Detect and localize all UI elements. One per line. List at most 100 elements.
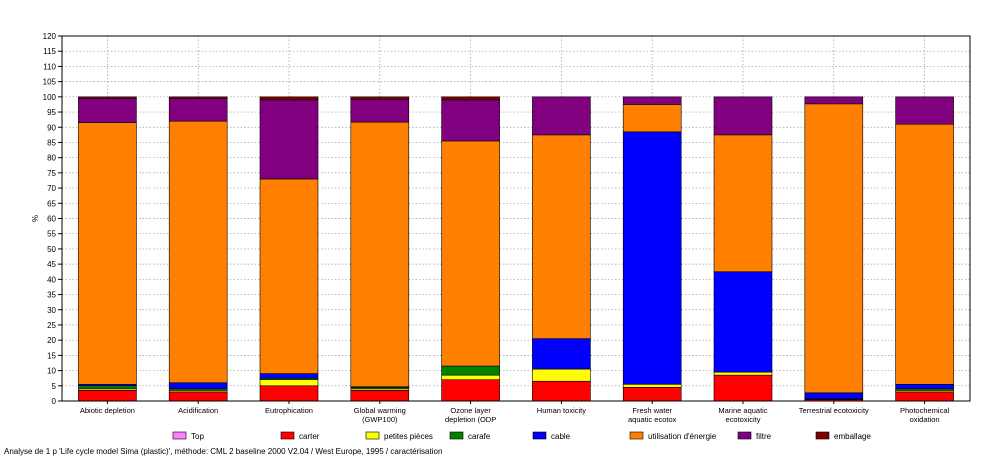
- bar-segment: [622, 383, 682, 388]
- bar-segment: [713, 134, 773, 273]
- y-tick-label: 65: [47, 199, 56, 208]
- x-category-label: depletion (ODP: [445, 415, 496, 424]
- bar-segment: [441, 379, 500, 402]
- y-tick-label: 90: [47, 123, 56, 132]
- y-tick-label: 115: [43, 47, 56, 56]
- bar-segment: [441, 96, 500, 101]
- bar-segment: [259, 99, 319, 180]
- x-category-label: Marine aquatic: [718, 406, 767, 415]
- x-category-label: Eutrophication: [265, 406, 313, 415]
- bar-segment: [622, 131, 682, 385]
- y-tick-label: 0: [52, 397, 57, 406]
- bars-layer: [78, 96, 954, 402]
- y-tick-label: 85: [47, 138, 56, 147]
- y-tick-label: 40: [47, 275, 56, 284]
- bar-segment: [441, 374, 500, 381]
- bar-segment: [350, 96, 410, 100]
- bar-segment: [259, 373, 319, 379]
- axis-layer: 0 5 10 15 20 25 30 35 40 45 50 55 60 65 70 75 80 85 90 95 10…: [31, 32, 971, 424]
- bar-segment: [168, 120, 228, 384]
- bar-segment: [895, 383, 954, 390]
- legend-label: carafe: [468, 432, 491, 441]
- y-tick-label: 15: [47, 351, 56, 360]
- bar-segment: [532, 96, 591, 136]
- x-category-label: Terrestrial ecotoxicity: [799, 406, 869, 415]
- bar-segment: [78, 96, 137, 99]
- bar-segment: [622, 387, 682, 402]
- legend-swatch: [815, 431, 830, 440]
- x-category-label: Acidification: [178, 406, 218, 415]
- x-category-label: oxidation: [910, 415, 940, 424]
- y-tick-label: 5: [52, 382, 57, 391]
- bar-segment: [532, 338, 591, 370]
- x-category-label: Ozone layer: [450, 406, 491, 415]
- bar-segment: [895, 123, 954, 385]
- legend-swatch: [280, 431, 295, 440]
- bar-segment: [78, 98, 137, 123]
- bar-segment: [168, 382, 228, 390]
- legend-swatch: [365, 431, 380, 440]
- bar-segment: [804, 96, 864, 105]
- legend-swatch: [172, 431, 187, 440]
- bar-segment: [895, 391, 954, 402]
- bar-segment: [532, 380, 591, 402]
- y-tick-label: 45: [47, 260, 56, 269]
- legend-label: filtre: [756, 432, 772, 441]
- legend-swatch: [629, 431, 644, 440]
- x-category-label: Fresh water: [632, 406, 672, 415]
- y-axis-label: %: [31, 215, 40, 222]
- y-tick-label: 70: [47, 184, 56, 193]
- bar-segment: [622, 96, 682, 105]
- y-tick-label: 105: [43, 78, 57, 87]
- y-tick-label: 110: [43, 62, 56, 71]
- legend-label: petites pièces: [384, 432, 433, 441]
- bar-segment: [713, 96, 773, 136]
- bar-segment: [259, 379, 319, 387]
- bar-segment: [441, 140, 500, 367]
- y-tick-label: 120: [43, 32, 57, 41]
- y-tick-label: 100: [43, 93, 57, 102]
- bar-segment: [622, 104, 682, 133]
- x-category-label: Global warming: [354, 406, 406, 415]
- bar-segment: [713, 374, 773, 402]
- bar-segment: [895, 96, 954, 125]
- y-tick-label: 30: [47, 306, 56, 315]
- y-tick-label: 35: [47, 291, 56, 300]
- x-category-label: Photochemical: [900, 406, 950, 415]
- bar-segment: [532, 368, 591, 382]
- bar-segment: [713, 371, 773, 376]
- legend-label: emballage: [834, 432, 871, 441]
- bar-segment: [713, 271, 773, 373]
- legend-label: carter: [299, 432, 320, 441]
- plot-frame: [61, 35, 971, 402]
- chart-footer: Analyse de 1 p 'Life cycle model Sima (p…: [4, 447, 443, 456]
- bar-segment: [168, 96, 228, 99]
- y-tick-label: 60: [47, 215, 56, 224]
- bar-segment: [78, 122, 137, 385]
- y-tick-label: 20: [47, 336, 56, 345]
- bar-segment: [350, 390, 410, 402]
- legend-label: utilisation d'énergie: [648, 432, 717, 441]
- x-category-label: Human toxicity: [537, 406, 586, 415]
- bar-segment: [259, 96, 319, 101]
- y-tick-label: 50: [47, 245, 56, 254]
- y-tick-label: 55: [47, 230, 56, 239]
- legend-swatch: [532, 431, 547, 440]
- legend-swatch: [737, 431, 752, 440]
- bar-segment: [259, 178, 319, 374]
- x-category-label: (GWP100): [362, 415, 398, 424]
- legend-label: cable: [551, 432, 571, 441]
- bar-segment: [168, 391, 228, 402]
- y-tick-label: 75: [47, 169, 56, 178]
- bar-segment: [350, 121, 410, 388]
- y-tick-label: 95: [47, 108, 56, 117]
- bar-segment: [441, 365, 500, 376]
- x-category-label: Abiotic depletion: [80, 406, 135, 415]
- bar-segment: [441, 99, 500, 142]
- x-category-label: aquatic ecotox: [628, 415, 677, 424]
- y-tick-label: 10: [47, 367, 56, 376]
- bar-segment: [259, 385, 319, 402]
- bar-segment: [168, 98, 228, 122]
- legend: Top carter petites pièces carafe cable utilis…: [172, 431, 871, 441]
